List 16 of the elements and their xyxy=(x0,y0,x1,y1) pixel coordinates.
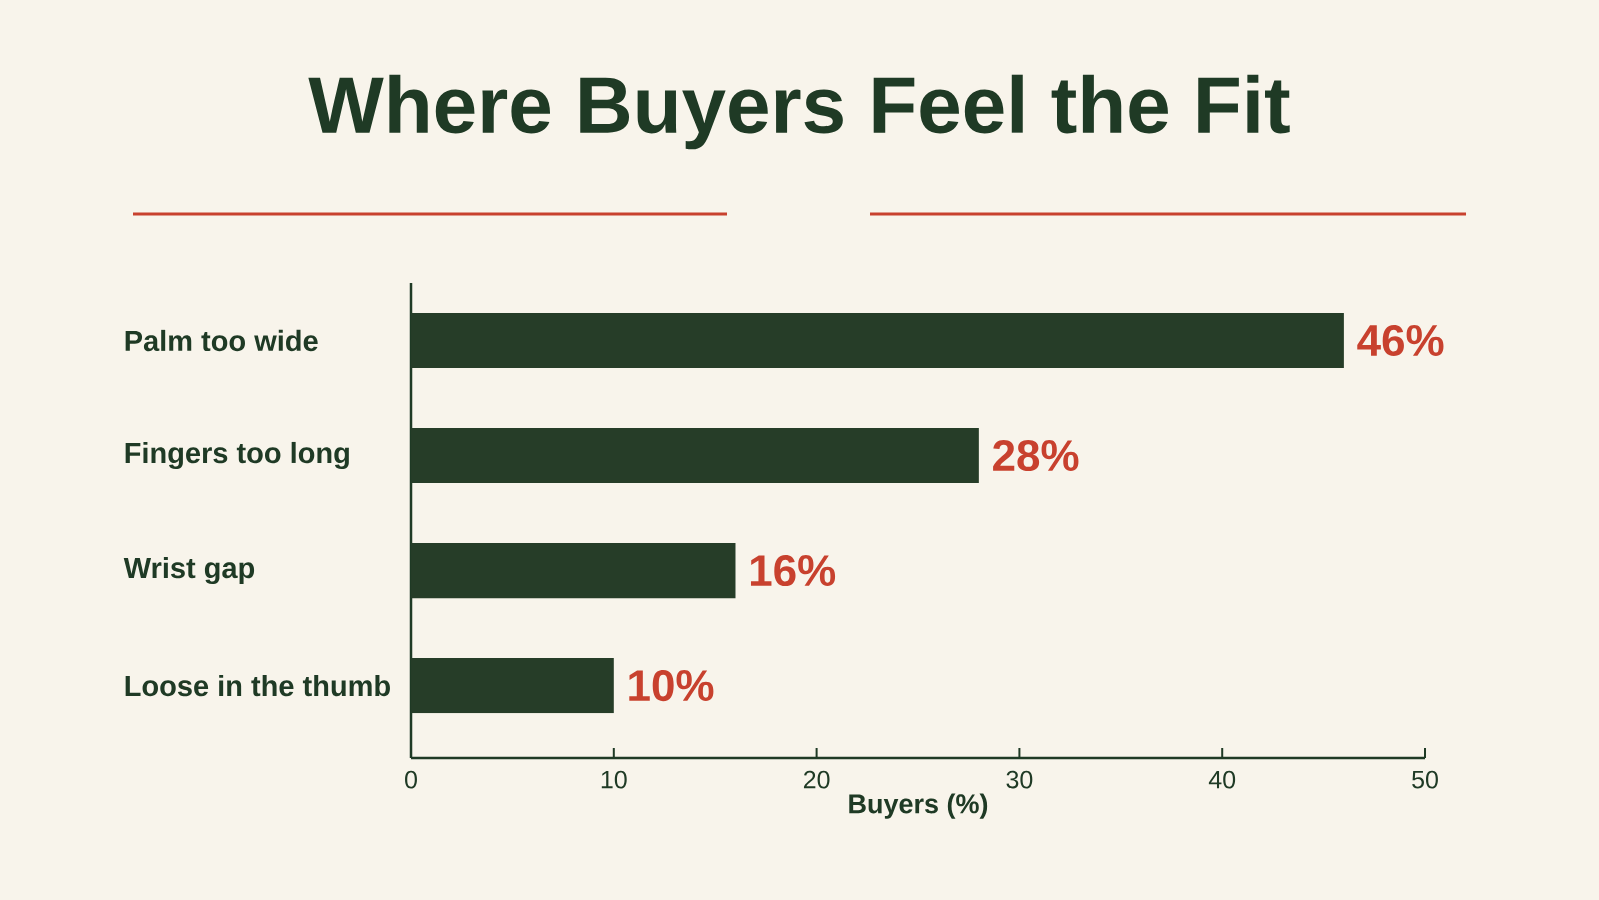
data-label: 28% xyxy=(993,439,1079,472)
data-label: 10% xyxy=(629,669,714,702)
x-tick-label: 0 xyxy=(405,770,417,789)
x-tick-label: 40 xyxy=(1208,770,1236,789)
x-tick-label: 50 xyxy=(1412,770,1438,789)
x-tick-label: 10 xyxy=(601,770,627,789)
chart-title: Where Buyers Feel the Fit xyxy=(308,74,1290,150)
x-tick-label: 30 xyxy=(1006,770,1033,789)
y-tick-label: Palm too wide xyxy=(125,329,318,352)
y-tick-label: Wrist gap xyxy=(123,556,255,585)
x-axis-title: Buyers (%) xyxy=(849,793,988,819)
data-label: 16% xyxy=(750,554,836,587)
y-tick-label: Fingers too long xyxy=(125,441,349,470)
y-tick-label: Loose in the thumb xyxy=(125,674,390,697)
data-label: 46% xyxy=(1357,324,1444,357)
x-tick-label: 20 xyxy=(803,770,830,789)
